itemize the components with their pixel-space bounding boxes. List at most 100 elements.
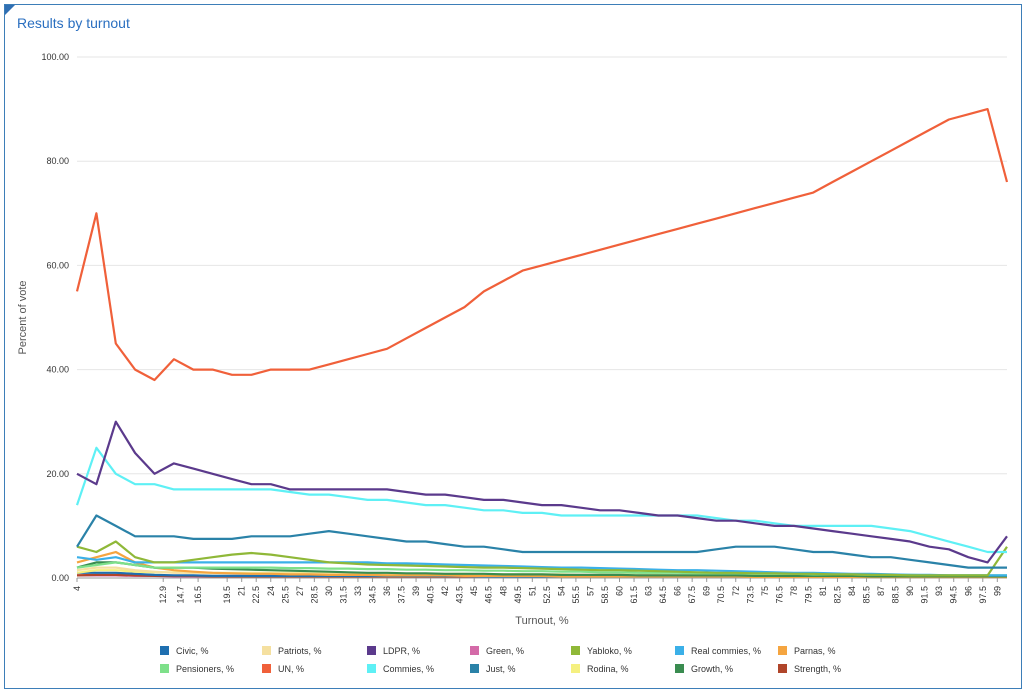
legend-label: Patriots, %	[278, 646, 322, 656]
x-tick-label: 66	[673, 586, 683, 596]
legend-item[interactable]: Civic, %	[160, 646, 209, 656]
x-tick-label: 88.5	[891, 586, 901, 604]
legend-swatch	[571, 646, 580, 655]
legend-label: Yabloko, %	[587, 646, 632, 656]
x-tick-label: 55.5	[571, 586, 581, 604]
x-tick-label: 49.5	[513, 586, 523, 604]
series-line-commies	[75, 446, 1007, 554]
legend-item[interactable]: Parnas, %	[778, 646, 836, 656]
x-tick-label: 79.5	[803, 586, 813, 604]
x-tick-label: 12.9	[158, 586, 168, 604]
legend-swatch	[778, 664, 787, 673]
x-tick-label: 37.5	[397, 586, 407, 604]
legend-swatch	[160, 646, 169, 655]
x-tick-label: 94.5	[949, 586, 959, 604]
x-tick-label: 48	[498, 586, 508, 596]
x-tick-label: 45	[469, 586, 479, 596]
x-tick-label: 24	[266, 586, 276, 596]
x-tick-label: 67.5	[687, 586, 697, 604]
x-tick-label: 4	[72, 586, 82, 591]
x-tick-label: 43.5	[455, 586, 465, 604]
x-tick-label: 73.5	[745, 586, 755, 604]
x-tick-label: 27	[295, 586, 305, 596]
x-tick-label: 52.5	[542, 586, 552, 604]
x-tick-label: 85.5	[862, 586, 872, 604]
y-axis-title: Percent of vote	[17, 281, 29, 355]
x-tick-label: 21	[237, 586, 247, 596]
x-tick-label: 14.7	[176, 586, 186, 604]
legend-swatch	[470, 646, 479, 655]
x-tick-label: 91.5	[920, 586, 930, 604]
legend-item[interactable]: Yabloko, %	[571, 646, 632, 656]
x-tick-label: 58.5	[600, 586, 610, 604]
series-lines	[75, 107, 1009, 579]
legend-item[interactable]: Strength, %	[778, 664, 841, 674]
x-tick-label: 97.5	[978, 586, 988, 604]
legend-label: Just, %	[486, 664, 516, 674]
x-tick-label: 34.5	[367, 586, 377, 604]
legend-swatch	[675, 664, 684, 673]
x-tick-label: 69	[702, 586, 712, 596]
x-tick-label: 76.5	[774, 586, 784, 604]
legend[interactable]: Civic, % Patriots, % LDPR, % Green, % Yablok…	[160, 646, 841, 674]
legend-swatch	[778, 646, 787, 655]
y-tick-label: 20.00	[46, 469, 69, 479]
legend-label: Pensioners, %	[176, 664, 234, 674]
x-tick-label: 84	[847, 586, 857, 596]
legend-label: LDPR, %	[383, 646, 420, 656]
legend-item[interactable]: Green, %	[470, 646, 524, 656]
x-tick-label: 61.5	[629, 586, 639, 604]
x-tick-label: 42	[440, 586, 450, 596]
legend-item[interactable]: LDPR, %	[367, 646, 420, 656]
y-tick-label: 60.00	[46, 260, 69, 270]
x-tick-label: 96	[963, 586, 973, 596]
legend-item[interactable]: Rodina, %	[571, 664, 629, 674]
panel-corner-marker	[5, 5, 15, 15]
x-tick-label: 64.5	[658, 586, 668, 604]
legend-swatch	[367, 646, 376, 655]
x-tick-label: 72	[731, 586, 741, 596]
legend-item[interactable]: Growth, %	[675, 664, 733, 674]
x-tick-label: 99	[992, 586, 1002, 596]
series-line-growth	[76, 561, 1007, 578]
x-tick-label: 22.5	[251, 586, 261, 604]
legend-label: Growth, %	[691, 664, 733, 674]
x-tick-label: 25.5	[280, 586, 290, 604]
x-axis: 4 12.9 14.7 16.5 19.5 21 22.5 24 25.5 27 28.5 30 31.…	[72, 578, 1002, 604]
legend-item[interactable]: Patriots, %	[262, 646, 322, 656]
x-tick-label: 46.5	[484, 586, 494, 604]
x-tick-label: 33	[353, 586, 363, 596]
legend-swatch	[470, 664, 479, 673]
legend-swatch	[262, 646, 271, 655]
legend-label: Strength, %	[794, 664, 841, 674]
series-line-un	[75, 107, 1009, 382]
legend-label: Parnas, %	[794, 646, 836, 656]
turnout-line-chart: 0.00 20.00 40.00 60.00 80.00 100.00 4 12.9 14.7…	[17, 52, 1009, 674]
x-tick-label: 90	[905, 586, 915, 596]
legend-item[interactable]: UN, %	[262, 664, 304, 674]
y-tick-label: 40.00	[46, 365, 69, 375]
legend-label: Commies, %	[383, 664, 434, 674]
legend-item[interactable]: Just, %	[470, 664, 516, 674]
legend-item[interactable]: Real commies, %	[675, 646, 761, 656]
panel-title: Results by turnout	[17, 15, 130, 31]
x-tick-label: 51	[527, 586, 537, 596]
legend-item[interactable]: Pensioners, %	[160, 664, 234, 674]
x-tick-label: 54	[556, 586, 566, 596]
legend-label: Rodina, %	[587, 664, 629, 674]
legend-label: UN, %	[278, 664, 304, 674]
x-tick-label: 36	[382, 586, 392, 596]
x-tick-label: 82.5	[832, 586, 842, 604]
series-line-ldpr	[76, 420, 1008, 564]
y-tick-label: 100.00	[41, 52, 69, 62]
legend-label: Real commies, %	[691, 646, 761, 656]
y-tick-label: 0.00	[51, 573, 69, 583]
legend-swatch	[367, 664, 376, 673]
x-tick-label: 60	[615, 586, 625, 596]
x-tick-label: 39	[411, 586, 421, 596]
series-line-yabloko	[76, 540, 1008, 577]
legend-item[interactable]: Commies, %	[367, 664, 434, 674]
x-tick-label: 70.5	[716, 586, 726, 604]
x-tick-label: 31.5	[338, 586, 348, 604]
x-tick-label: 63	[644, 586, 654, 596]
